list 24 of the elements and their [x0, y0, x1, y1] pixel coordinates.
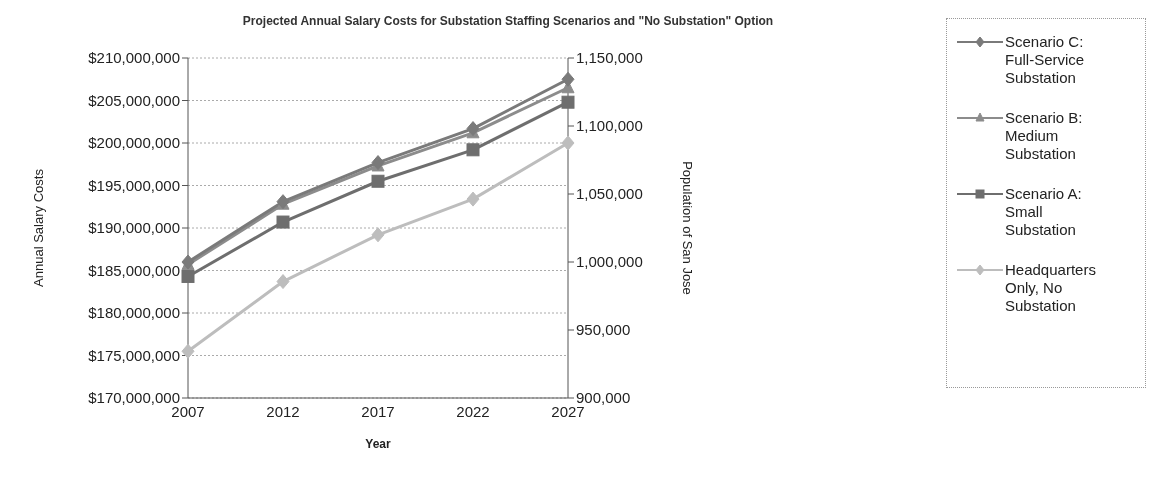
legend-label: Scenario A: Small Substation [1005, 185, 1083, 239]
y-tick-label: $205,000,000 [88, 91, 180, 109]
y-tick-label: $185,000,000 [88, 261, 180, 279]
legend-label: Scenario C: Full-Service Substation [1005, 33, 1086, 87]
legend-label: Scenario B: Medium Substation [1005, 109, 1084, 163]
y2-axis-title: Population of San Jose [680, 161, 696, 295]
y-tick-label: $175,000,000 [88, 346, 180, 364]
y-axis-title: Annual Salary Costs [30, 168, 46, 287]
y-tick-label: $200,000,000 [88, 134, 180, 152]
y-tick-label: $210,000,000 [88, 49, 180, 67]
legend-label: Headquarters Only, No Substation [1005, 261, 1097, 315]
x-axis-title: Year [365, 437, 392, 451]
y2-tick-label: 1,150,000 [576, 49, 643, 67]
y-tick-label: $180,000,000 [88, 304, 180, 322]
x-tick-label: 2017 [361, 402, 395, 420]
y-tick-label: $195,000,000 [88, 176, 180, 194]
x-tick-label: 2022 [456, 402, 490, 420]
y-tick-label: $190,000,000 [88, 219, 180, 237]
x-tick-label: 2012 [266, 402, 300, 420]
chart-title: Projected Annual Salary Costs for Substation Staffing Scenarios and "No Substation" Option [241, 14, 775, 28]
y2-tick-label: 950,000 [576, 321, 631, 339]
y2-tick-label: 1,100,000 [576, 117, 643, 135]
y2-tick-label: 1,000,000 [576, 253, 643, 271]
y2-tick-label: 1,050,000 [576, 185, 643, 203]
